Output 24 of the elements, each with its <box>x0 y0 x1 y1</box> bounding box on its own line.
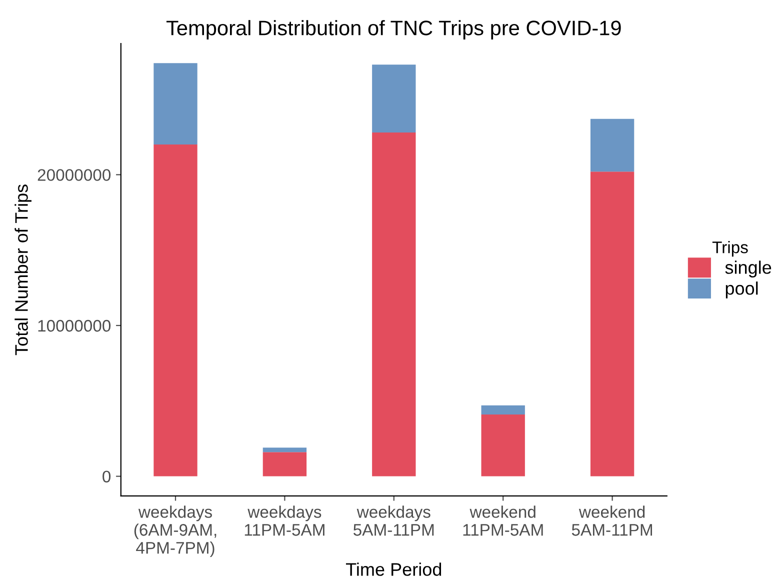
x-tick-label: weekdays (6AM-9AM, 4PM-7PM) <box>134 506 216 558</box>
bar <box>154 63 198 145</box>
bar <box>154 144 198 476</box>
bar <box>372 64 416 132</box>
y-tick-label: 20000000 <box>38 169 111 181</box>
bar <box>262 452 307 476</box>
x-tick-label: weekdays 5AM-11PM <box>354 506 434 536</box>
bar <box>590 172 634 476</box>
bar <box>481 405 525 414</box>
y-axis-title: Total Number of Trips <box>14 184 32 356</box>
bar <box>262 448 307 452</box>
bar <box>590 118 634 172</box>
x-tick-label: weekdays 11PM-5AM <box>244 506 324 536</box>
chart-title: Temporal Distribution of TNC Trips pre COVID-19 <box>166 20 621 40</box>
legend-label: pool <box>726 282 758 298</box>
y-tick-label: 10000000 <box>38 320 111 332</box>
legend-title: Trips <box>712 241 748 257</box>
bar <box>372 132 416 476</box>
legend-label: single <box>725 260 772 278</box>
x-tick-label: weekend 11PM-5AM <box>463 506 543 536</box>
y-tick-label: 0 <box>102 470 111 482</box>
bar <box>481 414 525 476</box>
x-axis-title: Time Period <box>346 562 442 576</box>
x-tick-label: weekend 5AM-11PM <box>572 506 652 536</box>
